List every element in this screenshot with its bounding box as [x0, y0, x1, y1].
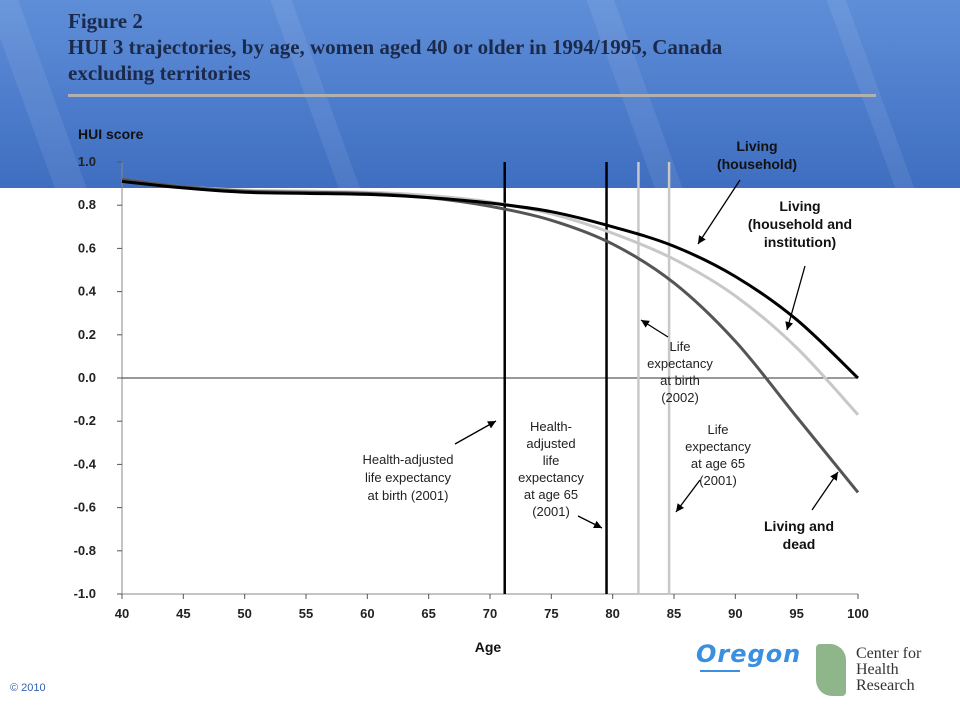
- annotation-le-65: at age 65: [691, 456, 745, 471]
- y-tick-label: -0.6: [74, 500, 96, 515]
- annotation-living-household: Living: [736, 138, 777, 154]
- arrow-living-institution: [786, 265, 806, 331]
- annotation-hale-65: at age 65: [524, 487, 578, 502]
- annotation-living-institution: institution): [764, 234, 836, 250]
- annotation-le-65: expectancy: [685, 439, 751, 454]
- arrow-le-birth-head: [641, 320, 650, 328]
- arrow-living-dead-head: [830, 472, 838, 481]
- chr-logo-text: Center for Health Research: [856, 646, 948, 694]
- x-tick-label: 85: [667, 606, 681, 621]
- x-tick-label: 70: [483, 606, 497, 621]
- annotation-le-birth: Life: [670, 339, 691, 354]
- chr-logo-line: Research: [856, 677, 915, 694]
- annotation-hale-birth: Health-adjusted: [362, 452, 453, 467]
- annotation-hale-65: adjusted: [526, 436, 575, 451]
- x-tick-label: 100: [847, 606, 869, 621]
- annotation-hale-65: expectancy: [518, 470, 584, 485]
- y-tick-label: 0.2: [78, 327, 96, 342]
- annotation-living-institution: Living: [779, 198, 820, 214]
- leaf-icon: [816, 644, 846, 696]
- oregon-logo: Oregon: [696, 640, 802, 668]
- annotation-le-birth: at birth: [660, 373, 700, 388]
- arrow-hale-birth-head: [487, 421, 496, 429]
- y-tick-label: 1.0: [78, 154, 96, 169]
- x-tick-label: 45: [176, 606, 190, 621]
- annotation-hale-65: life: [543, 453, 560, 468]
- figure-number: Figure 2: [68, 9, 143, 33]
- chr-logo-line: Center for: [856, 645, 922, 662]
- y-tick-label: 0.8: [78, 197, 96, 212]
- arrow-living-institution-head: [785, 321, 794, 330]
- annotation-hale-65: Health-: [530, 419, 572, 434]
- arrow-living-household: [697, 179, 741, 245]
- x-tick-label: 80: [605, 606, 619, 621]
- figure-title-line-1: HUI 3 trajectories, by age, women aged 4…: [68, 35, 723, 59]
- annotation-hale-65: (2001): [532, 504, 570, 519]
- arrow-living-household-head: [698, 235, 706, 244]
- x-tick-label: 55: [299, 606, 313, 621]
- x-tick-label: 60: [360, 606, 374, 621]
- y-tick-label: -0.8: [74, 543, 96, 558]
- figure-title-line-2: excluding territories: [68, 61, 251, 85]
- x-tick-label: 95: [789, 606, 803, 621]
- annotation-le-65: Life: [708, 422, 729, 437]
- annotation-hale-birth: life expectancy: [365, 470, 451, 485]
- oregon-logo-underline: [700, 670, 740, 672]
- annotation-le-birth: expectancy: [647, 356, 713, 371]
- x-axis-title: Age: [475, 639, 502, 655]
- series-line: [121, 177, 860, 416]
- x-tick-label: 50: [237, 606, 251, 621]
- y-tick-label: -0.4: [74, 456, 97, 471]
- arrow-le-65-head: [676, 503, 684, 512]
- annotation-le-65: (2001): [699, 473, 737, 488]
- annotation-living-dead: dead: [783, 536, 816, 552]
- y-tick-label: 0.4: [78, 284, 97, 299]
- annotation-hale-birth: at birth (2001): [368, 488, 449, 503]
- x-tick-label: 65: [421, 606, 435, 621]
- center-for-health-research-logo: Center for Health Research: [816, 642, 946, 702]
- y-axis-title: HUI score: [78, 126, 144, 142]
- y-tick-label: -0.2: [74, 413, 96, 428]
- annotation-living-institution: (household and: [748, 216, 852, 232]
- annotation-living-dead: Living and: [764, 518, 834, 534]
- title-rule: [68, 94, 876, 97]
- series-line: [121, 179, 860, 380]
- annotation-le-birth: (2002): [661, 390, 699, 405]
- copyright: © 2010: [10, 682, 46, 694]
- y-tick-label: 0.0: [78, 370, 96, 385]
- annotation-living-household: (household): [717, 156, 797, 172]
- y-tick-label: -1.0: [74, 586, 96, 601]
- y-tick-label: 0.6: [78, 240, 96, 255]
- x-tick-label: 75: [544, 606, 558, 621]
- arrow-hale-65-head: [593, 520, 602, 528]
- chr-logo-line: Health: [856, 661, 899, 678]
- x-tick-label: 90: [728, 606, 742, 621]
- x-tick-label: 40: [115, 606, 129, 621]
